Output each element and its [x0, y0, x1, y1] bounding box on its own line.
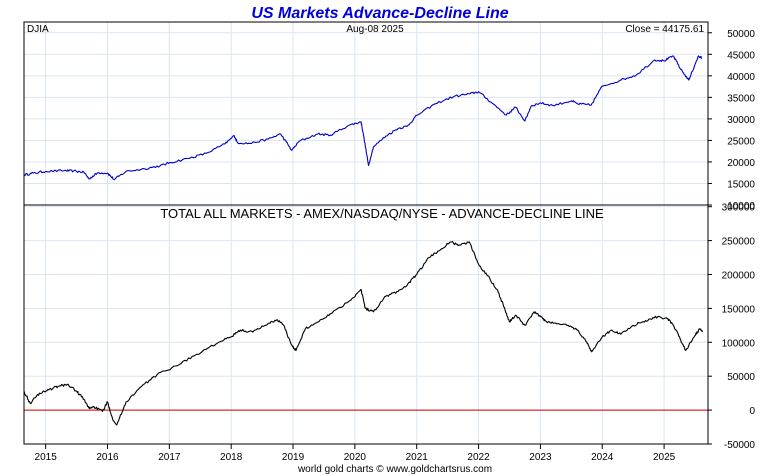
top-panel-y-axis: 10000 15000 20000 25000 30000 35000 40000 45000…: [708, 29, 755, 212]
y-tick-label: 50000: [727, 29, 755, 40]
top-panel-date-label: Aug-08 2025: [346, 24, 404, 35]
bottom-panel-y-axis: -50000 0 50000 100000 150000 200000 250000 3000…: [708, 203, 755, 451]
top-panel-left-label: DJIA: [27, 24, 49, 35]
y-tick-label: 10000: [727, 201, 755, 212]
djia-series-line: [23, 55, 703, 181]
x-tick-label: 2015: [35, 452, 58, 463]
y-tick-label: 0: [749, 406, 755, 417]
x-tick-label: 2023: [529, 452, 552, 463]
footer-credit: world gold charts © www.goldchartsrus.co…: [297, 464, 492, 475]
x-tick-label: 2020: [344, 452, 367, 463]
bottom-panel-frame: [23, 204, 709, 445]
y-tick-label: 20000: [727, 158, 755, 169]
y-tick-label: 15000: [727, 179, 755, 190]
x-tick-label: 2017: [158, 452, 181, 463]
y-tick-label: 300000: [722, 203, 756, 214]
advance-decline-series-line: [23, 240, 703, 426]
bottom-panel-grid: [24, 205, 708, 445]
y-tick-label: 250000: [722, 237, 756, 248]
y-tick-label: 100000: [722, 338, 756, 349]
x-tick-label: 2024: [591, 452, 614, 463]
bottom-panel-title: TOTAL ALL MARKETS - AMEX/NASDAQ/NYSE - A…: [160, 206, 604, 221]
y-tick-label: 35000: [727, 93, 755, 104]
x-tick-label: 2022: [467, 452, 490, 463]
x-tick-label: 2019: [282, 452, 305, 463]
y-tick-label: 200000: [722, 270, 756, 281]
y-tick-label: 50000: [727, 372, 755, 383]
x-tick-label: 2021: [406, 452, 429, 463]
y-tick-label: -50000: [724, 440, 756, 451]
y-tick-label: 30000: [727, 115, 755, 126]
y-tick-label: 150000: [722, 304, 756, 315]
y-tick-label: 45000: [727, 50, 755, 61]
top-panel-close-label: Close = 44175.61: [625, 24, 704, 35]
y-tick-label: 25000: [727, 136, 755, 147]
top-panel-grid: [24, 22, 708, 206]
x-axis: 2015 2016 2017 2018 2019 2020 2021 2022 2023 2024…: [35, 444, 676, 463]
y-tick-label: 40000: [727, 72, 755, 83]
chart-title: US Markets Advance-Decline Line: [251, 5, 508, 22]
x-tick-label: 2018: [220, 452, 243, 463]
top-panel-frame: [23, 21, 709, 206]
x-tick-label: 2025: [653, 452, 676, 463]
x-tick-label: 2016: [96, 452, 119, 463]
